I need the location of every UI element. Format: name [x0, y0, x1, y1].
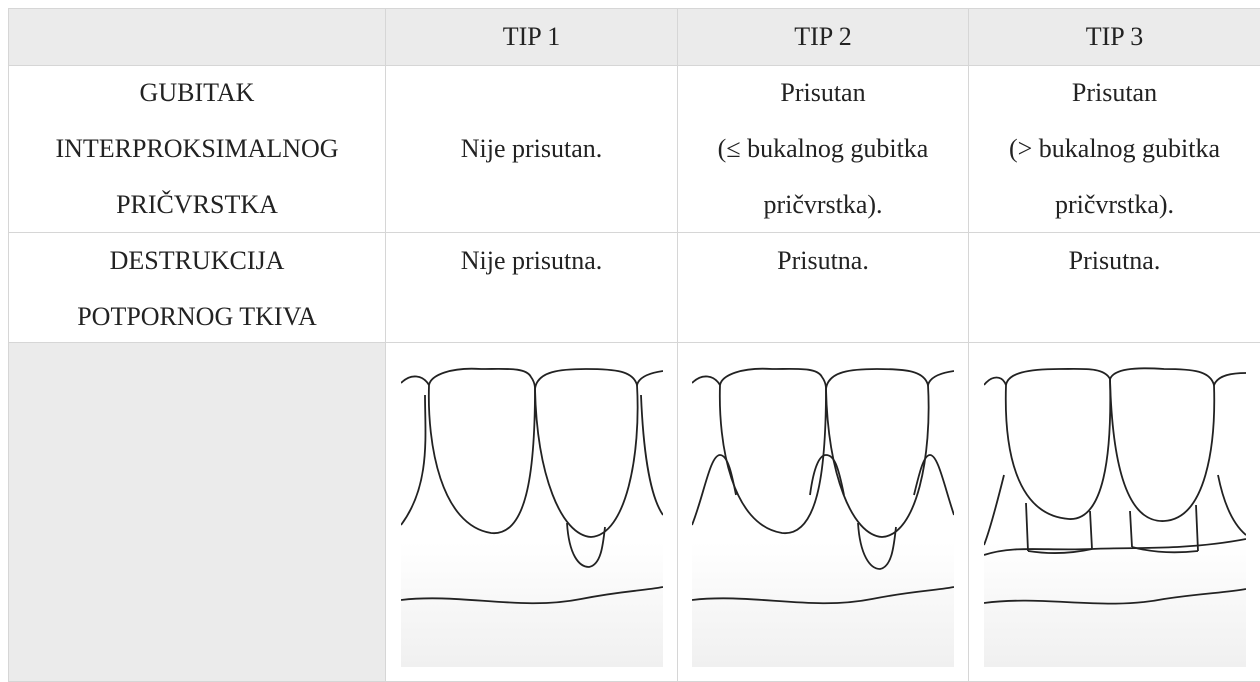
text-line: (≤ bukalnog gubitka: [718, 121, 929, 177]
cell: Nije prisutan.: [386, 66, 678, 233]
header-cell: TIP 1: [386, 9, 678, 66]
text-line: pričvrstka).: [763, 177, 882, 233]
image-cell: [678, 343, 969, 682]
text-line: pričvrstka).: [1055, 177, 1174, 233]
text-line: Prisutna.: [777, 233, 869, 289]
image-cell: [969, 343, 1260, 682]
text-line: DESTRUKCIJA: [110, 233, 285, 289]
page: TIP 1 TIP 2 TIP 3 GUBITAKINTERPROKSIMALN…: [0, 0, 1260, 681]
text-line: Prisutna.: [1069, 233, 1161, 289]
empty-cell: [9, 343, 386, 682]
text-line: Nije prisutna.: [461, 233, 603, 289]
header-corner: [9, 9, 386, 66]
text-line: POTPORNOG TKIVA: [77, 289, 317, 343]
tooth-drawing: [984, 355, 1246, 667]
text-line: Nije prisutan.: [461, 121, 603, 177]
header-cell: TIP 2: [678, 9, 969, 66]
text-line: PRIČVRSTKA: [116, 177, 278, 233]
text-line: Prisutan: [780, 66, 865, 121]
text-line: GUBITAK: [140, 66, 255, 121]
cell: Nije prisutna.: [386, 233, 678, 343]
text-line: INTERPROKSIMALNOG: [55, 121, 338, 177]
text-line: (> bukalnog gubitka: [1009, 121, 1220, 177]
header-cell: TIP 3: [969, 9, 1260, 66]
text-line: Prisutan: [1072, 66, 1157, 121]
cell: Prisutna.: [678, 233, 969, 343]
image-cell: [386, 343, 678, 682]
cell: Prisutna.: [969, 233, 1260, 343]
tooth-drawing: [692, 355, 954, 667]
tooth-drawing: [401, 355, 663, 667]
